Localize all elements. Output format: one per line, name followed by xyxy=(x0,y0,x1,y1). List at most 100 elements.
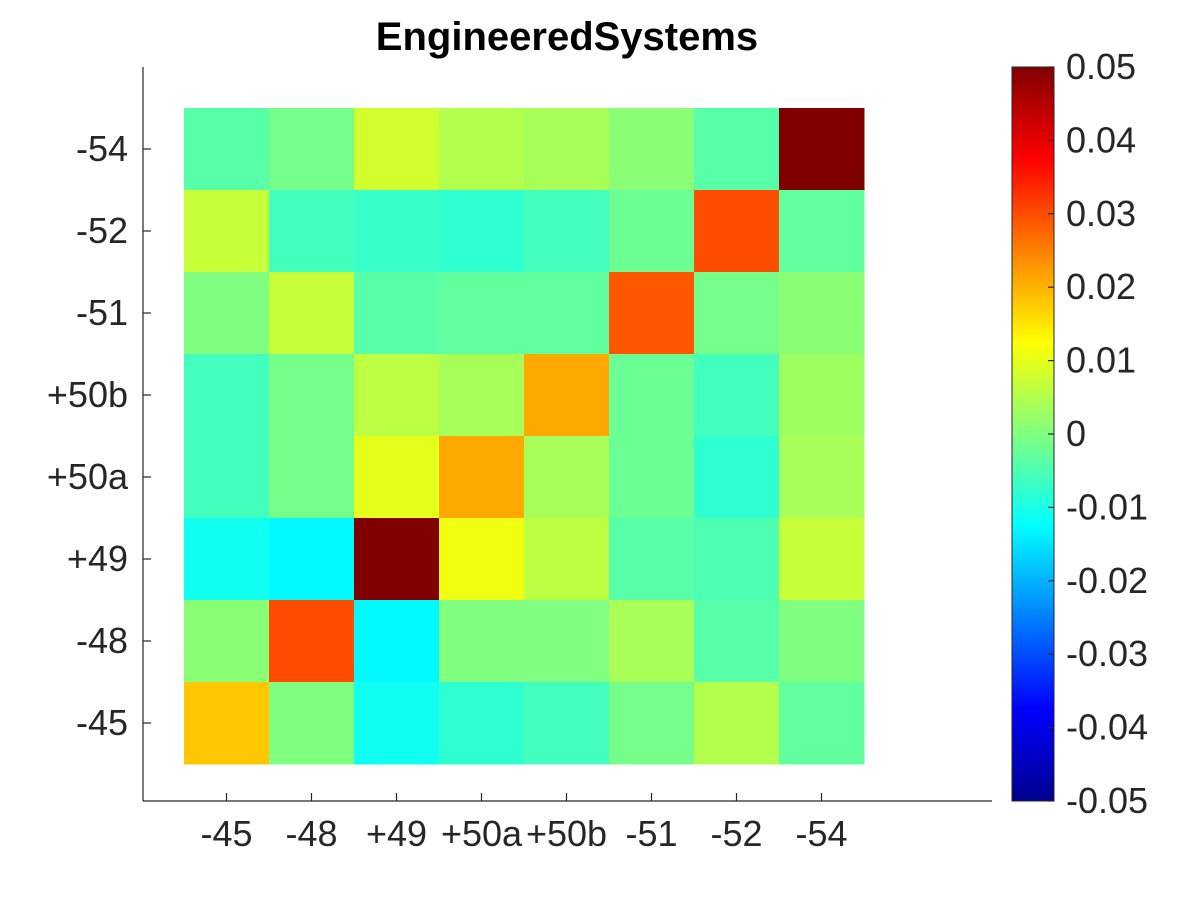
x-tick-label: -48 xyxy=(285,813,337,854)
heatmap-cell xyxy=(269,436,355,519)
heatmap-cell xyxy=(184,436,270,519)
heatmap-cell xyxy=(524,272,610,355)
heatmap-cell xyxy=(184,190,270,273)
heatmap-cell xyxy=(184,108,270,191)
heatmap-cell xyxy=(609,108,695,191)
y-tick-label: +50a xyxy=(47,456,129,497)
heatmap-cell xyxy=(354,518,440,601)
heatmap-cell xyxy=(524,108,610,191)
x-tick-label: +50b xyxy=(526,813,607,854)
axes xyxy=(142,67,992,802)
heatmap-cell xyxy=(439,272,525,355)
x-tick-label: -45 xyxy=(200,813,252,854)
heatmap-cell xyxy=(439,518,525,601)
heatmap-cell xyxy=(269,190,355,273)
heatmap-cell xyxy=(779,108,865,191)
colorbar-tick-label: -0.04 xyxy=(1066,707,1148,748)
heatmap-cell xyxy=(439,436,525,519)
heatmap-cell xyxy=(524,518,610,601)
heatmap-cell xyxy=(439,600,525,683)
heatmap-cell xyxy=(184,682,270,765)
heatmap-cell xyxy=(694,272,780,355)
heatmap-cell xyxy=(609,436,695,519)
heatmap-cell xyxy=(694,436,780,519)
colorbar xyxy=(1011,66,1055,802)
colorbar-tick-label: 0.03 xyxy=(1066,193,1136,234)
y-tick-label: -48 xyxy=(76,620,128,661)
colorbar-tick-label: 0.05 xyxy=(1066,46,1136,87)
heatmap-cell xyxy=(354,272,440,355)
colorbar-tick-label: -0.02 xyxy=(1066,560,1148,601)
heatmap-cell xyxy=(354,600,440,683)
x-tick-label: -51 xyxy=(625,813,677,854)
heatmap-cell xyxy=(694,108,780,191)
heatmap-cell xyxy=(439,354,525,437)
heatmap-cell xyxy=(354,436,440,519)
heatmap-cell xyxy=(779,190,865,273)
heatmap-cell xyxy=(524,190,610,273)
y-tick-label: -54 xyxy=(76,128,128,169)
x-tick-label: -54 xyxy=(795,813,847,854)
heatmap-cell xyxy=(609,354,695,437)
y-tick-label: -51 xyxy=(76,292,128,333)
y-tick-label: +50b xyxy=(47,374,128,415)
heatmap-cell xyxy=(609,682,695,765)
heatmap-cell xyxy=(609,518,695,601)
heatmap-cell xyxy=(269,518,355,601)
colorbar-tick-label: -0.01 xyxy=(1066,486,1148,527)
heatmap-cell xyxy=(439,108,525,191)
heatmap-cell xyxy=(269,108,355,191)
colorbar-tick-label: -0.03 xyxy=(1066,633,1148,674)
heatmap-cell xyxy=(439,682,525,765)
colorbar-tick-label: 0.01 xyxy=(1066,340,1136,381)
y-tick-label: -45 xyxy=(76,702,128,743)
colorbar-tick-label: 0 xyxy=(1066,413,1086,454)
heatmap-cell xyxy=(184,354,270,437)
heatmap-cell xyxy=(694,190,780,273)
heatmap-cell xyxy=(609,190,695,273)
heatmap-cell xyxy=(354,108,440,191)
heatmap-cell xyxy=(184,518,270,601)
heatmap-cell xyxy=(609,600,695,683)
colorbar-tick-label: 0.04 xyxy=(1066,119,1136,160)
heatmap-cell xyxy=(524,682,610,765)
heatmap-cell xyxy=(779,272,865,355)
colorbar-tick-label: 0.02 xyxy=(1066,266,1136,307)
heatmap-cell xyxy=(269,272,355,355)
y-axis-ticks: -54 -52 -51 +50b +50a +49 -48 -45 xyxy=(47,128,151,743)
colorbar-gradient xyxy=(1011,66,1055,802)
heatmap-cell xyxy=(694,354,780,437)
heatmap-cell xyxy=(354,190,440,273)
heatmap-cell xyxy=(524,600,610,683)
heatmap-cell xyxy=(269,682,355,765)
heatmap-cell xyxy=(694,600,780,683)
heatmap-cell xyxy=(184,272,270,355)
x-tick-label: +50a xyxy=(441,813,523,854)
heatmap-cell xyxy=(779,600,865,683)
x-axis-ticks: -45 -48 +49 +50a +50b -51 -52 -54 xyxy=(200,793,848,854)
colorbar-ticks: 0.05 0.04 0.03 0.02 0.01 0 -0.01 -0.02 -0.03 -0.0… xyxy=(1048,46,1148,821)
heatmap-cell xyxy=(779,518,865,601)
heatmap-cells xyxy=(184,108,865,765)
x-tick-label: -52 xyxy=(710,813,762,854)
heatmap-cell xyxy=(694,518,780,601)
heatmap-cell xyxy=(609,272,695,355)
heatmap-cell xyxy=(439,190,525,273)
heatmap-cell xyxy=(779,354,865,437)
heatmap-cell xyxy=(269,354,355,437)
heatmap-cell xyxy=(524,354,610,437)
heatmap-cell xyxy=(524,436,610,519)
heatmap-cell xyxy=(694,682,780,765)
heatmap-cell xyxy=(269,600,355,683)
y-tick-label: -52 xyxy=(76,210,128,251)
heatmap-cell xyxy=(184,600,270,683)
x-tick-label: +49 xyxy=(366,813,427,854)
heatmap-cell xyxy=(779,436,865,519)
y-tick-label: +49 xyxy=(67,538,128,579)
heatmap-cell xyxy=(354,354,440,437)
heatmap-cell xyxy=(354,682,440,765)
colorbar-tick-label: -0.05 xyxy=(1066,780,1148,821)
chart-title: EngineeredSystems xyxy=(376,15,758,59)
